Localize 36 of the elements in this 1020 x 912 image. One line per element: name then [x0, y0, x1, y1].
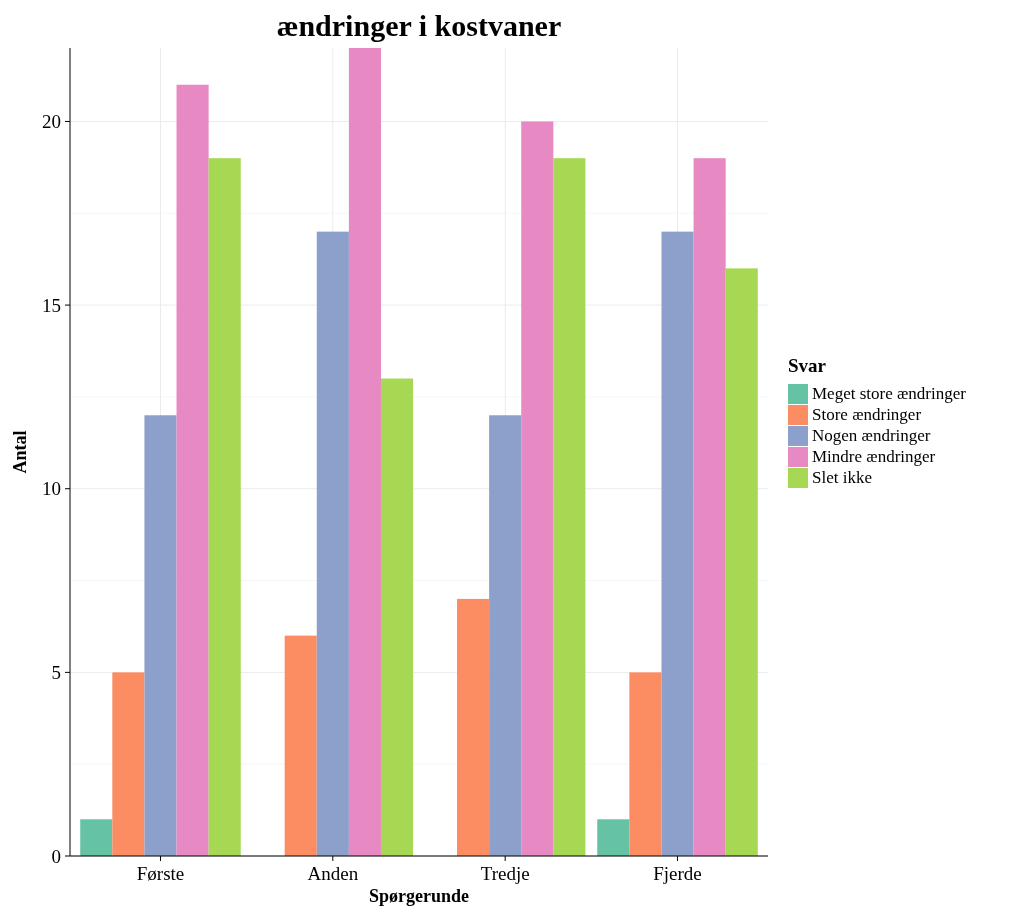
y-tick-label: 10: [42, 478, 61, 500]
y-tick-label: 5: [51, 662, 61, 684]
bar: [144, 415, 177, 856]
y-tick-label: 15: [42, 294, 61, 316]
bar: [284, 635, 317, 856]
y-axis-title: Antal: [10, 430, 30, 474]
x-tick-label: Første: [136, 863, 185, 884]
legend-label: Mindre ændringer: [812, 447, 936, 466]
bar: [629, 672, 662, 856]
y-tick-label: 20: [42, 111, 61, 133]
bar: [693, 158, 726, 856]
x-axis-title: Spørgerunde: [368, 886, 470, 906]
legend-label: Meget store ændringer: [812, 384, 967, 403]
legend-label: Store ændringer: [812, 405, 922, 424]
bar: [521, 121, 554, 856]
legend-label: Slet ikke: [812, 468, 872, 487]
bar: [457, 598, 490, 856]
bar: [661, 231, 694, 856]
bar: [348, 48, 381, 856]
chart-title: ændringer i kostvaner: [276, 9, 562, 42]
bar: [553, 158, 586, 856]
bar: [380, 378, 414, 856]
x-tick-label: Fjerde: [653, 863, 702, 884]
bar: [316, 231, 349, 856]
bar: [176, 84, 209, 856]
bar: [597, 819, 630, 856]
bar: [112, 672, 145, 856]
bar: [725, 268, 758, 856]
legend-label: Nogen ændringer: [812, 426, 931, 445]
x-tick-label: Tredje: [480, 863, 530, 884]
bar: [489, 415, 522, 856]
bar: [208, 158, 241, 856]
bar: [80, 819, 113, 856]
y-tick-label: 0: [51, 845, 61, 867]
legend-title: Svar: [788, 355, 827, 376]
x-tick-label: Anden: [307, 863, 359, 884]
